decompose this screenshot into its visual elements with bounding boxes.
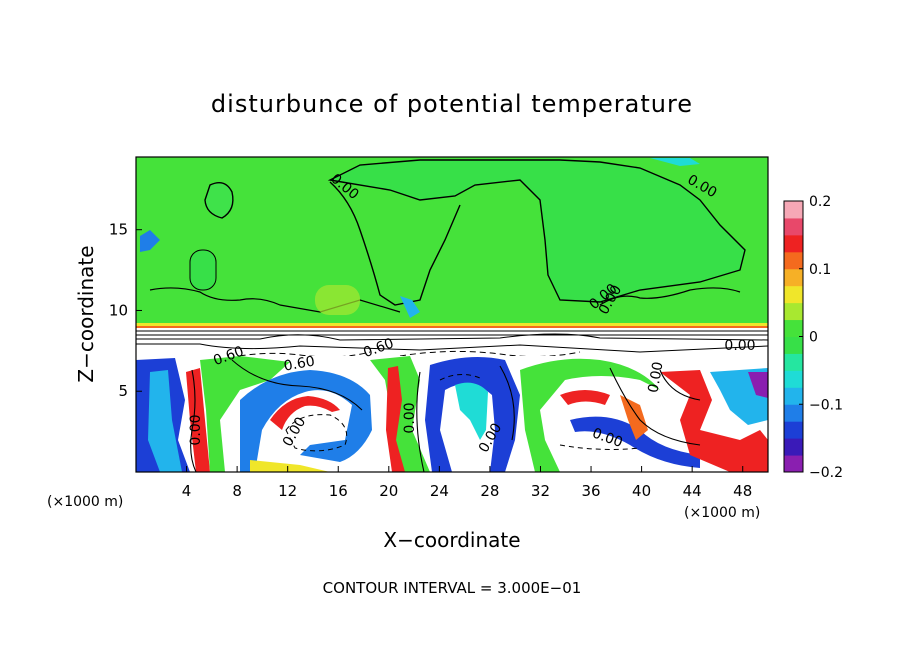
x-tick-label: 8 bbox=[232, 482, 242, 500]
colorbar-swatch bbox=[784, 319, 803, 337]
upper-contour-region bbox=[327, 159, 746, 303]
inversion-dashed bbox=[219, 350, 581, 361]
inversion-band-orange bbox=[136, 326, 768, 328]
upper-cold-patch bbox=[650, 158, 700, 166]
contour-label: 0.00 bbox=[724, 338, 755, 354]
colorbar-swatch bbox=[784, 234, 803, 253]
colorbar-swatch bbox=[784, 421, 803, 439]
upper-cold-patch bbox=[140, 230, 160, 252]
colorbar-swatch bbox=[784, 370, 803, 388]
lower-swirl-cyan bbox=[455, 382, 488, 440]
lower-swirl-red bbox=[186, 368, 210, 472]
lower-swirl-red bbox=[270, 396, 340, 430]
colorbar-tick-label: −0.2 bbox=[809, 465, 843, 481]
lower-swirl-purple bbox=[748, 372, 768, 398]
lower-swirl-blue bbox=[570, 416, 700, 468]
x-unit-left: (×1000 m) bbox=[47, 494, 123, 510]
inversion-band-yellow bbox=[136, 323, 768, 327]
lower-swirl-red bbox=[386, 366, 405, 472]
chart-title: disturbunce of potential temperature bbox=[211, 90, 693, 118]
lower-swirl-orange bbox=[620, 395, 648, 440]
x-axis-label: X−coordinate bbox=[383, 528, 520, 552]
colorbar-swatch bbox=[784, 302, 803, 321]
x-tick-label: 32 bbox=[531, 482, 550, 500]
colorbar-swatch bbox=[784, 336, 803, 354]
x-tick-label: 12 bbox=[278, 482, 297, 500]
x-tick-label: 28 bbox=[480, 482, 499, 500]
colorbar-swatch bbox=[784, 404, 803, 422]
contour-label: 0.00 bbox=[188, 414, 204, 445]
colorbar-swatch bbox=[784, 268, 803, 287]
colorbar-tick-label: −0.1 bbox=[809, 397, 843, 413]
x-tick-label: 48 bbox=[733, 482, 752, 500]
colorbar-swatch bbox=[784, 455, 803, 473]
inversion-band-white bbox=[136, 328, 768, 358]
x-unit-right: (×1000 m) bbox=[684, 505, 760, 521]
upper-cold-patch bbox=[400, 296, 420, 318]
lower-swirl-cyan bbox=[148, 370, 182, 472]
inversion-contours bbox=[136, 330, 768, 353]
plot-area bbox=[136, 157, 768, 472]
colorbar-swatch bbox=[784, 217, 803, 236]
plot-frame bbox=[135, 156, 769, 473]
lower-swirl-green bbox=[370, 356, 430, 472]
x-tick-label: 20 bbox=[379, 482, 398, 500]
lower-swirl-blue bbox=[240, 370, 372, 472]
y-axis-ticks: 5 10 15 bbox=[109, 221, 142, 400]
x-tick-label: 36 bbox=[581, 482, 600, 500]
contour-label: 0.60 bbox=[283, 353, 316, 374]
upper-contour-lobe bbox=[204, 182, 234, 219]
colorbar bbox=[783, 200, 804, 473]
colorbar-tick-label: 0.1 bbox=[809, 262, 831, 278]
lower-swirl-red bbox=[560, 390, 610, 405]
y-axis-label: Z−coordinate bbox=[74, 245, 98, 382]
colorbar-ticks: 0.2 0.1 0 −0.1 −0.2 bbox=[799, 194, 843, 481]
upper-contour-loop bbox=[149, 287, 401, 313]
x-tick-label: 4 bbox=[182, 482, 192, 500]
contour-label: 0.00 bbox=[402, 402, 418, 433]
colorbar-swatch bbox=[784, 438, 803, 456]
upper-warm-blob bbox=[315, 285, 360, 315]
lower-swirl-green bbox=[520, 358, 660, 472]
colorbar-swatch bbox=[784, 285, 803, 304]
x-tick-label: 40 bbox=[632, 482, 651, 500]
colorbar-tick-label: 0.2 bbox=[809, 194, 831, 210]
lower-swirl-blue bbox=[425, 356, 520, 472]
lower-dashed-contours bbox=[285, 374, 641, 452]
x-tick-label: 16 bbox=[329, 482, 348, 500]
y-tick-label: 15 bbox=[109, 221, 128, 239]
colorbar-swatch bbox=[784, 353, 803, 371]
upper-contour-loop bbox=[599, 287, 741, 306]
x-tick-label: 44 bbox=[683, 482, 702, 500]
lower-swirl-red bbox=[660, 370, 768, 472]
x-tick-label: 24 bbox=[430, 482, 449, 500]
y-tick-label: 10 bbox=[109, 301, 128, 319]
x-axis-ticks: 4 8 12 16 20 24 28 32 36 40 44 48 bbox=[182, 466, 752, 500]
lower-swirl-green bbox=[200, 356, 290, 472]
colorbar-tick-label: 0 bbox=[809, 330, 818, 346]
contour-interval-note: CONTOUR INTERVAL = 3.000E−01 bbox=[323, 579, 582, 597]
contour-label: 0.00 bbox=[645, 361, 666, 394]
colorbar-swatch bbox=[784, 251, 803, 270]
upper-warm-blob bbox=[189, 249, 217, 291]
lower-swirl-yellow bbox=[250, 460, 330, 472]
y-tick-label: 5 bbox=[118, 382, 128, 400]
upper-contour-plume bbox=[329, 181, 461, 306]
lower-contours bbox=[190, 359, 701, 472]
colorbar-swatch bbox=[784, 201, 803, 219]
colorbar-swatch bbox=[784, 387, 803, 405]
